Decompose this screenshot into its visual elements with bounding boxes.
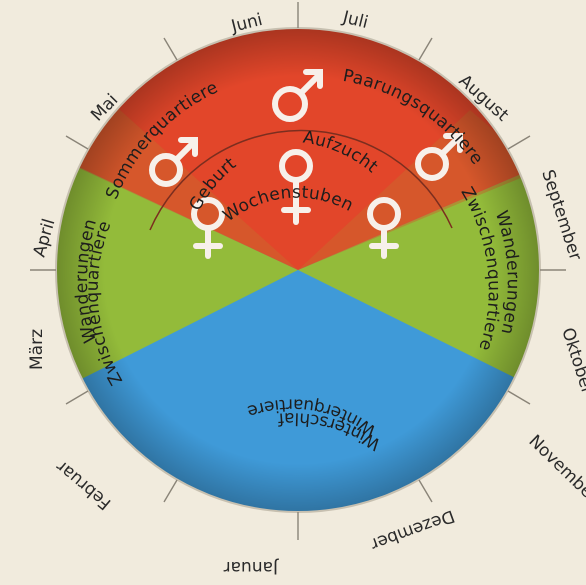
month-januar: Januar [224,557,279,577]
symbols [149,69,463,259]
female-symbol-icon [367,197,401,259]
female-symbol-icon [279,149,313,225]
month-maerz: März [27,329,47,370]
male-symbol-icon [415,133,463,181]
month-februar: Februar [52,456,115,513]
female-symbol-icon [191,197,225,259]
month-september: September [537,167,585,263]
month-dezember: Dezember [368,505,457,554]
month-juli: Juli [340,7,370,33]
male-symbol-icon [272,69,323,122]
month-oktober: Oktober [557,325,586,396]
month-april: April [30,217,60,260]
arc-divider [149,129,453,231]
month-november: November [525,431,586,507]
male-symbol-icon [149,137,198,187]
month-ticks [30,2,566,540]
